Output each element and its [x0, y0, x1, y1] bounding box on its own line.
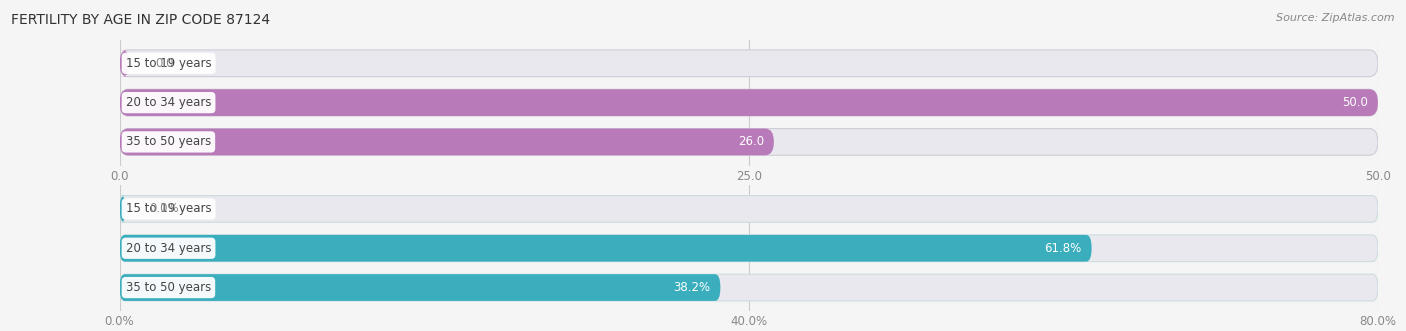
FancyBboxPatch shape: [120, 196, 127, 222]
Text: 35 to 50 years: 35 to 50 years: [125, 135, 211, 148]
FancyBboxPatch shape: [120, 89, 1378, 116]
FancyBboxPatch shape: [120, 235, 1091, 261]
Text: FERTILITY BY AGE IN ZIP CODE 87124: FERTILITY BY AGE IN ZIP CODE 87124: [11, 13, 270, 27]
FancyBboxPatch shape: [120, 50, 129, 77]
FancyBboxPatch shape: [120, 89, 1378, 116]
FancyBboxPatch shape: [120, 235, 1378, 261]
Text: 35 to 50 years: 35 to 50 years: [125, 281, 211, 294]
FancyBboxPatch shape: [120, 50, 1378, 77]
Text: 50.0: 50.0: [1341, 96, 1368, 109]
FancyBboxPatch shape: [120, 128, 1378, 155]
Text: 0.0%: 0.0%: [149, 203, 179, 215]
Text: 15 to 19 years: 15 to 19 years: [125, 57, 211, 70]
Text: 20 to 34 years: 20 to 34 years: [125, 242, 211, 255]
Text: Source: ZipAtlas.com: Source: ZipAtlas.com: [1277, 13, 1395, 23]
FancyBboxPatch shape: [120, 274, 720, 301]
FancyBboxPatch shape: [120, 128, 773, 155]
Text: 61.8%: 61.8%: [1045, 242, 1081, 255]
Text: 15 to 19 years: 15 to 19 years: [125, 203, 211, 215]
FancyBboxPatch shape: [120, 196, 1378, 222]
Text: 26.0: 26.0: [738, 135, 763, 148]
Text: 38.2%: 38.2%: [673, 281, 710, 294]
FancyBboxPatch shape: [120, 274, 1378, 301]
Text: 20 to 34 years: 20 to 34 years: [125, 96, 211, 109]
Text: 0.0: 0.0: [156, 57, 174, 70]
